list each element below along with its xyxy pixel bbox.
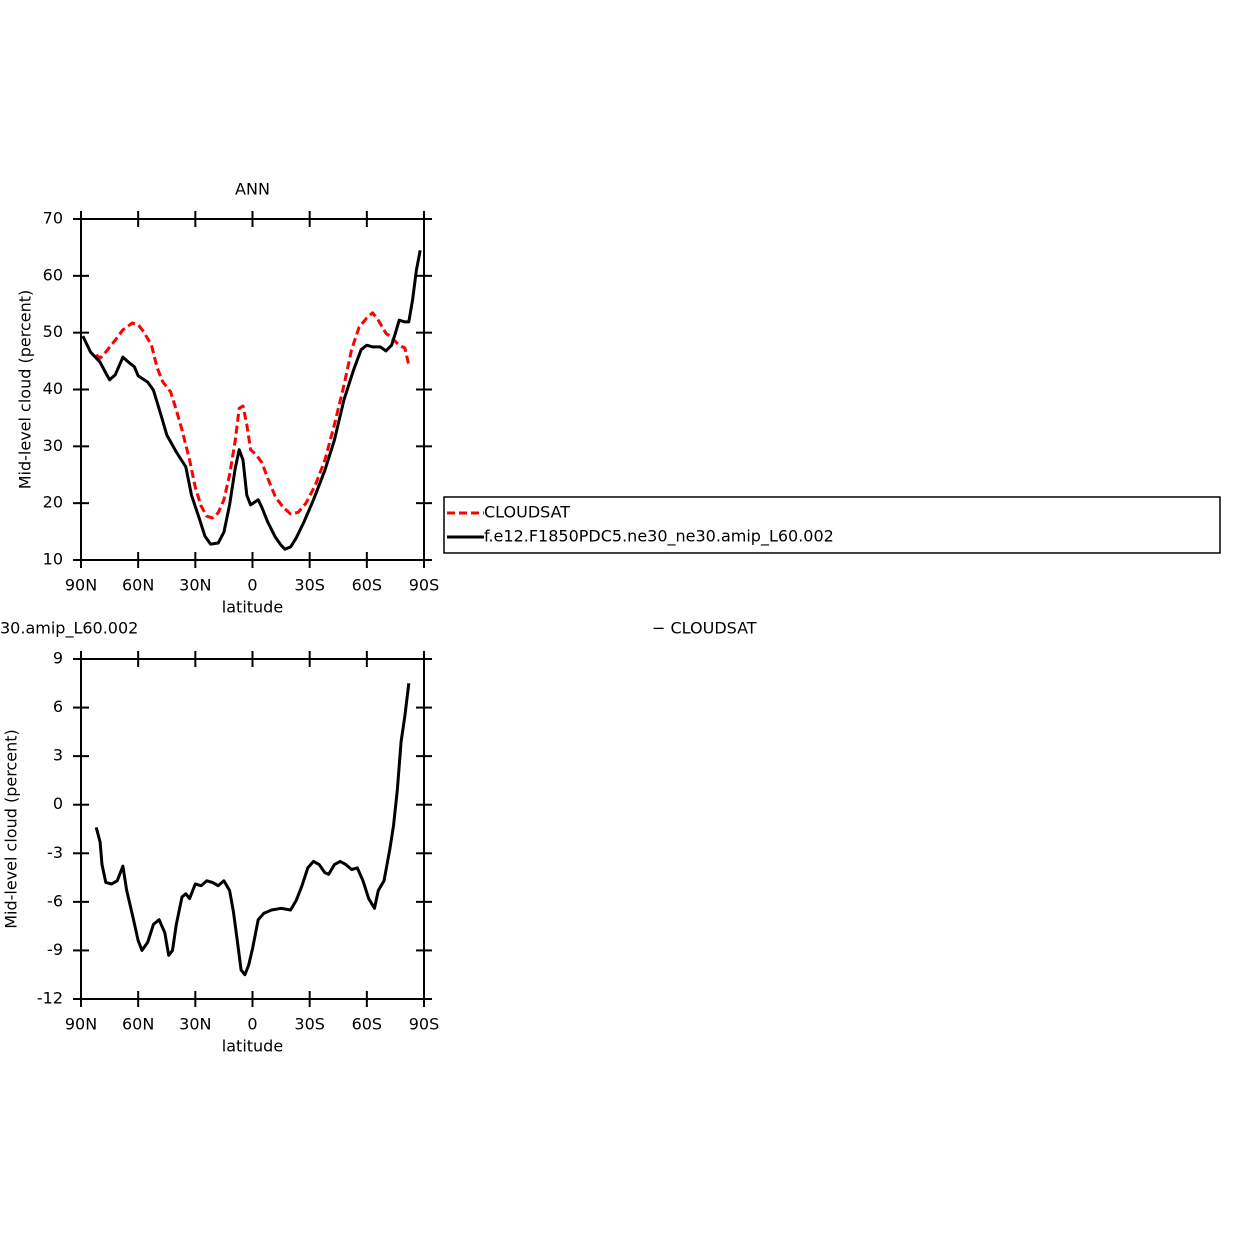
chart-title: − CLOUDSAT <box>652 619 757 638</box>
y-tick-label: 10 <box>43 550 63 569</box>
y-tick-label: -6 <box>47 891 63 910</box>
x-axis-label: latitude <box>222 598 283 617</box>
legend-label: CLOUDSAT <box>484 503 570 522</box>
x-axis-label: latitude <box>222 1037 283 1056</box>
x-tick-label: 30S <box>294 576 325 595</box>
x-tick-label: 30S <box>294 1015 325 1034</box>
y-tick-label: 30 <box>43 436 63 455</box>
x-tick-label: 30N <box>179 576 211 595</box>
x-tick-label: 90S <box>409 576 440 595</box>
x-tick-label: 60N <box>122 576 154 595</box>
legend-box <box>443 496 1221 554</box>
y-tick-label: 20 <box>43 493 63 512</box>
y-tick-label: 70 <box>43 209 63 228</box>
y-tick-label: 6 <box>53 697 63 716</box>
data-line <box>81 250 422 551</box>
x-tick-label: 30N <box>179 1015 211 1034</box>
y-tick-label: -12 <box>37 989 63 1008</box>
x-tick-label: 90N <box>65 576 97 595</box>
x-tick-label: 90S <box>409 1015 440 1034</box>
x-tick-label: 90N <box>65 1015 97 1034</box>
plot-frame <box>80 218 425 561</box>
data-line <box>95 311 411 520</box>
y-tick-label: -9 <box>47 940 63 959</box>
y-tick-label: 60 <box>43 265 63 284</box>
y-tick-label: 50 <box>43 322 63 341</box>
x-tick-label: 60N <box>122 1015 154 1034</box>
y-tick-label: 9 <box>53 649 63 668</box>
y-tick-label: 3 <box>53 746 63 765</box>
x-tick-label: 60S <box>352 1015 383 1034</box>
y-tick-label: -3 <box>47 843 63 862</box>
x-tick-label: 60S <box>352 576 383 595</box>
data-line <box>94 683 411 977</box>
chart-title: 30.amip_L60.002 <box>0 619 138 639</box>
y-axis-label: Mid-level cloud (percent) <box>16 290 35 490</box>
chart-title: ANN <box>235 180 270 199</box>
y-axis-label: Mid-level cloud (percent) <box>2 729 21 929</box>
y-tick-label: 40 <box>43 379 63 398</box>
x-tick-label: 0 <box>247 576 257 595</box>
y-tick-label: 0 <box>53 794 63 813</box>
legend-label: f.e12.F1850PDC5.ne30_ne30.amip_L60.002 <box>484 527 834 547</box>
x-tick-label: 0 <box>247 1015 257 1034</box>
